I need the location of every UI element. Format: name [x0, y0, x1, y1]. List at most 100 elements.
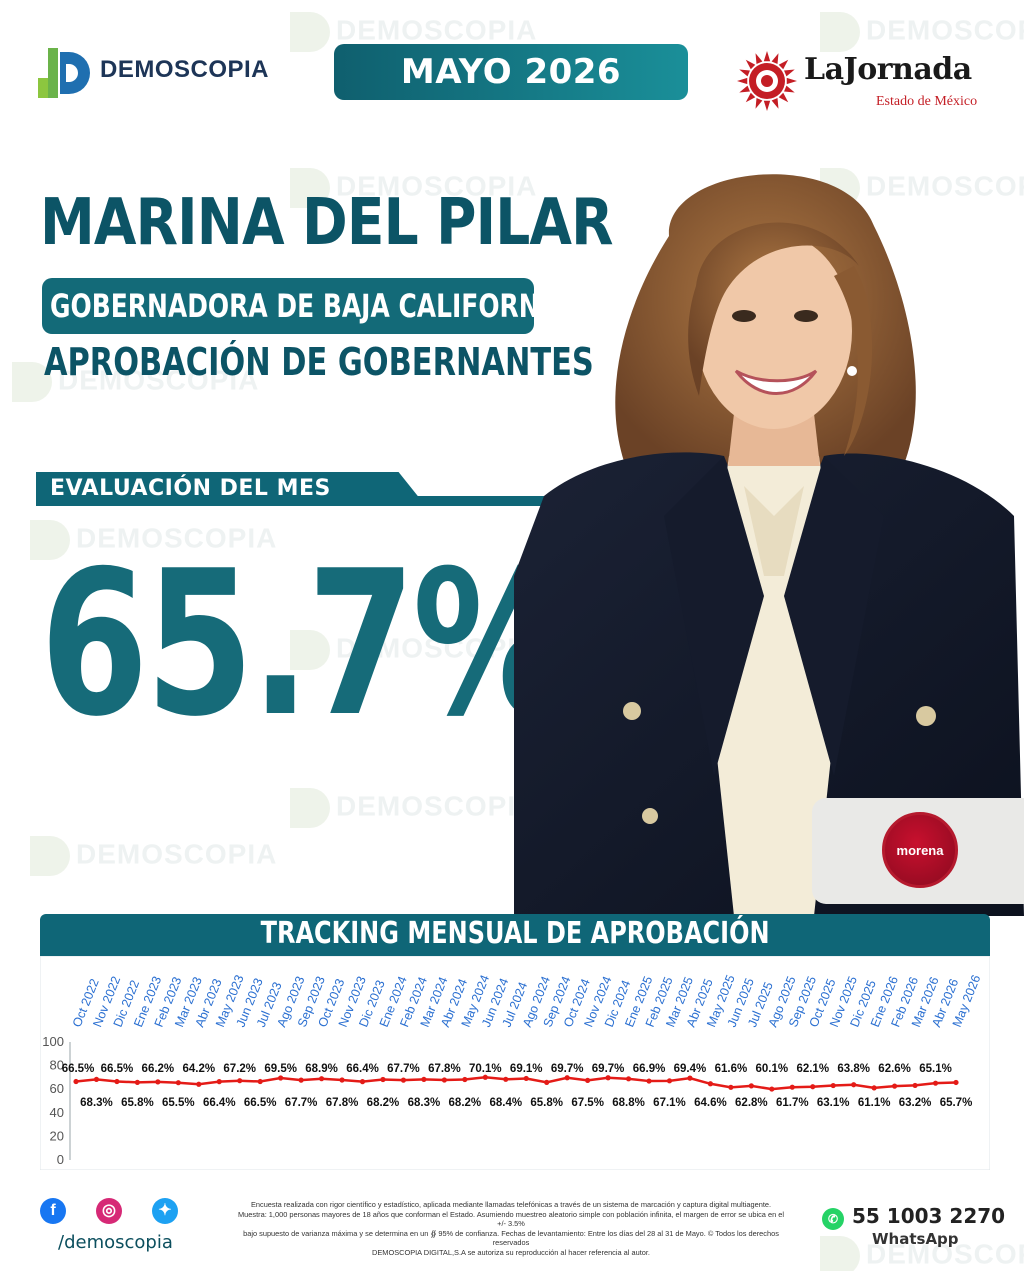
data-point [707, 1081, 714, 1087]
data-point [421, 1076, 427, 1083]
data-label: 66.4% [203, 1097, 236, 1109]
data-label: 66.5% [62, 1063, 95, 1075]
data-point [216, 1079, 222, 1085]
footer: f ◎ ✦ /demoscopia Encuesta realizada con… [0, 1190, 1024, 1271]
data-point [175, 1080, 181, 1086]
watermark: DEMOSCOPIA [30, 520, 277, 560]
data-label: 69.1% [510, 1063, 543, 1075]
data-label: 66.2% [142, 1063, 175, 1075]
demoscopia-logo: DEMOSCOPIA [38, 48, 288, 98]
social-handle[interactable]: /demoscopia [58, 1232, 173, 1253]
month-badge: MAYO 2026 [334, 44, 688, 100]
watermark-logo-icon [820, 12, 860, 52]
y-tick-label: 60 [50, 1081, 64, 1096]
data-point [728, 1084, 734, 1090]
data-label: 69.4% [674, 1063, 707, 1075]
data-label: 61.1% [858, 1097, 891, 1109]
data-label: 65.7% [940, 1097, 973, 1109]
data-label: 68.2% [367, 1097, 400, 1109]
data-point [810, 1084, 816, 1090]
data-label: 66.9% [633, 1063, 666, 1075]
data-point [564, 1075, 570, 1081]
y-tick-label: 80 [50, 1058, 64, 1073]
data-label: 67.7% [387, 1063, 420, 1075]
methodology-note: Encuesta realizada con rigor científico … [238, 1200, 784, 1257]
watermark: DEMOSCOPIA [820, 12, 1024, 52]
data-point [380, 1076, 386, 1083]
watermark: DEMOSCOPIA [290, 630, 537, 670]
morena-logo-icon: morena [882, 812, 958, 888]
data-label: 68.2% [449, 1097, 482, 1109]
watermark: DEMOSCOPIA [30, 836, 277, 876]
y-tick-label: 20 [50, 1128, 64, 1143]
data-point [257, 1078, 263, 1085]
data-point [585, 1077, 591, 1083]
role-badge: GOBERNADORA DE BAJA CALIFORNIA [42, 278, 534, 334]
watermark-logo-icon [820, 1236, 860, 1271]
data-point [851, 1082, 857, 1088]
data-point [441, 1077, 447, 1083]
governor-name: MARINA DEL PILAR [40, 186, 614, 260]
twitter-icon[interactable]: ✦ [152, 1198, 178, 1224]
partner-name: LaJornada [804, 52, 972, 87]
watermark-logo-icon [290, 630, 330, 670]
facebook-icon[interactable]: f [40, 1198, 66, 1224]
data-point [482, 1074, 488, 1080]
watermark: DEMOSCOPIA [12, 362, 259, 402]
data-point [625, 1076, 632, 1082]
watermark-logo-icon [290, 12, 330, 52]
y-tick-label: 40 [50, 1105, 64, 1120]
data-label: 65.1% [919, 1063, 952, 1075]
data-point [789, 1084, 795, 1090]
data-point [114, 1078, 120, 1085]
data-label: 68.3% [408, 1097, 441, 1109]
data-point [769, 1086, 775, 1092]
data-label: 61.7% [776, 1097, 809, 1109]
data-point [892, 1083, 898, 1089]
data-point [462, 1076, 468, 1083]
data-label: 65.8% [530, 1097, 563, 1109]
instagram-icon[interactable]: ◎ [96, 1198, 122, 1224]
data-label: 68.4% [489, 1097, 522, 1109]
survey-subtitle: APROBACIÓN DE GOBERNANTES [44, 340, 594, 384]
y-tick-label: 100 [42, 1034, 64, 1049]
data-label: 66.5% [244, 1097, 277, 1109]
data-point [871, 1085, 877, 1091]
role-text: GOBERNADORA DE BAJA CALIFORNIA [50, 287, 534, 325]
watermark-logo-icon [290, 168, 330, 208]
party-card: morena [812, 798, 1024, 904]
watermark-logo-icon [30, 836, 70, 876]
whatsapp-icon: ✆ [822, 1208, 844, 1230]
data-label: 67.2% [223, 1063, 256, 1075]
data-point [298, 1077, 304, 1083]
chart-title-band: TRACKING MENSUAL DE APROBACIÓN [40, 914, 990, 956]
data-point [830, 1082, 836, 1089]
data-point [134, 1079, 140, 1085]
watermark: DEMOSCOPIA [290, 788, 537, 828]
evaluation-banner: EVALUACIÓN DEL MES [36, 472, 556, 506]
data-point [912, 1082, 918, 1089]
la-jornada-logo: LaJornada Estado de México [736, 50, 992, 116]
chart-title: TRACKING MENSUAL DE APROBACIÓN [260, 916, 770, 951]
data-label: 67.1% [653, 1097, 686, 1109]
data-label: 67.5% [571, 1097, 604, 1109]
data-point [278, 1075, 284, 1081]
series-line [75, 1076, 957, 1091]
data-point [196, 1081, 202, 1087]
data-label: 70.1% [469, 1063, 502, 1075]
data-label: 62.1% [796, 1063, 829, 1075]
watermark: DEMOSCOPIA [820, 1236, 1024, 1271]
data-label: 62.6% [878, 1063, 911, 1075]
brand-name: DEMOSCOPIA [100, 56, 270, 83]
approval-value: 65.7% [40, 528, 569, 761]
data-label: 69.7% [592, 1063, 625, 1075]
data-label: 66.4% [346, 1063, 379, 1075]
sun-emblem-icon [737, 51, 797, 111]
data-label: 65.5% [162, 1097, 195, 1109]
partner-subtitle: Estado de México [876, 94, 978, 109]
data-label: 69.5% [264, 1063, 297, 1075]
data-label: 63.8% [837, 1063, 870, 1075]
data-point [73, 1078, 79, 1085]
